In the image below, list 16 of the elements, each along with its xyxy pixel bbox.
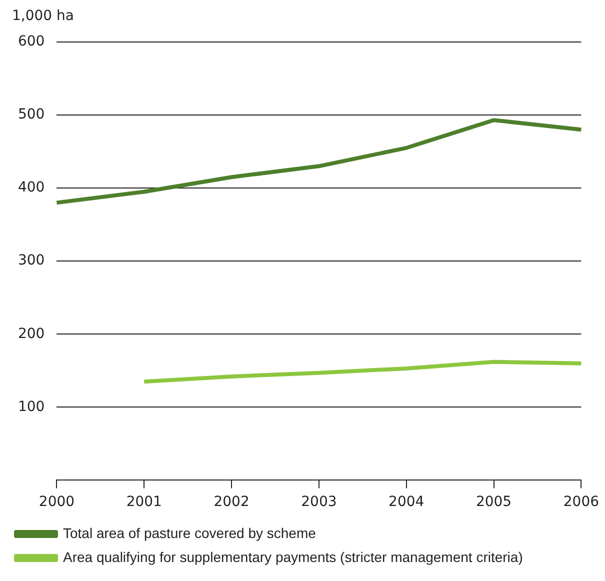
y-axis-title: 1,000 ha	[12, 8, 74, 24]
x-tick-label: 2005	[476, 494, 512, 510]
x-tick-label: 2002	[214, 494, 250, 510]
y-tick-label: 200	[18, 326, 45, 342]
y-tick-label: 500	[18, 106, 45, 123]
legend-label: Area qualifying for supplementary payments (stricter management criteria)	[63, 548, 523, 565]
x-tick-label: 2000	[38, 494, 75, 510]
legend-label: Total area of pasture covered by scheme	[63, 524, 316, 541]
y-tick-label: 400	[18, 180, 45, 196]
y-tick-label: 300	[18, 252, 45, 269]
x-tick-label: 2006	[563, 494, 600, 510]
x-tick-label: 2003	[301, 494, 337, 510]
x-tick-label: 2001	[126, 494, 162, 510]
y-tick-label: 600	[18, 34, 45, 50]
x-tick-label: 2004	[388, 494, 424, 510]
y-tick-label: 100	[18, 398, 45, 415]
